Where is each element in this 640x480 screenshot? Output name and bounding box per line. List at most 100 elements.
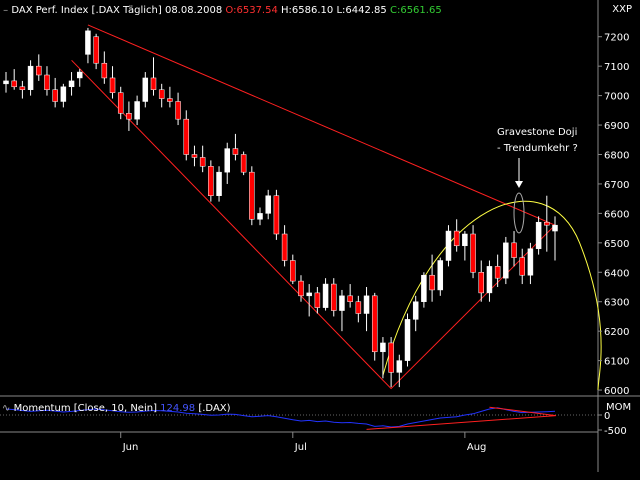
- candle-body: [347, 295, 353, 302]
- candle-body: [60, 86, 67, 102]
- price-scale-label: XXP: [612, 4, 632, 15]
- doji-highlight-ellipse: [513, 192, 525, 234]
- candle-body: [544, 221, 550, 226]
- header-open-label: O:: [225, 5, 237, 16]
- candle-body: [167, 98, 173, 102]
- candle-body: [486, 266, 493, 294]
- candle-body: [396, 360, 403, 373]
- mom-tick-label: -500: [604, 426, 627, 437]
- momentum-symbol: [.DAX): [198, 403, 231, 414]
- candles: [3, 27, 558, 388]
- time-x-axis: Jun Jul Aug: [120, 432, 486, 453]
- candle-body: [306, 292, 312, 297]
- momentum-red-wedge: [366, 406, 557, 430]
- y-tick-label: 7000: [604, 92, 629, 103]
- candle-body: [265, 195, 271, 214]
- candle-body: [281, 233, 288, 261]
- x-tick-label: Jun: [122, 442, 139, 453]
- header-symbol: DAX Perf. Index [.DAX: [11, 5, 120, 16]
- candle-body: [191, 154, 198, 158]
- candle-body: [445, 230, 452, 261]
- candle-body: [257, 213, 263, 220]
- candle-body: [117, 92, 124, 114]
- yellow-arc: [382, 200, 602, 391]
- candle-body: [339, 295, 345, 311]
- candle-body: [142, 77, 149, 102]
- candle-body: [429, 274, 435, 291]
- y-tick-label: 6900: [604, 121, 629, 132]
- candle-body: [478, 272, 485, 294]
- candle-body: [331, 283, 337, 311]
- candle-body: [150, 77, 157, 90]
- momentum-scale-label: MOM: [606, 402, 632, 413]
- momentum-label: Momentum [Close, 10, Nein]: [13, 403, 157, 414]
- candle-body: [437, 260, 444, 291]
- candle-body: [412, 301, 419, 320]
- candle-body: [52, 89, 58, 102]
- candle-body: [126, 113, 132, 120]
- candle-body: [462, 233, 468, 247]
- candle-body: [11, 80, 17, 88]
- candle-body: [199, 157, 206, 167]
- header-period: Täglich]: [123, 5, 162, 16]
- y-tick-label: 6000: [604, 386, 629, 397]
- candle-body: [208, 166, 214, 196]
- candle-body: [175, 101, 181, 120]
- candle-body: [527, 248, 534, 276]
- momentum-panel: 0 -500: [0, 406, 627, 437]
- candle-body: [224, 148, 230, 173]
- candle-body: [85, 30, 91, 55]
- annotation-arrowhead: [515, 181, 523, 188]
- header-date: 08.08.2008: [164, 5, 223, 16]
- red-trend-channel: [71, 24, 556, 390]
- candle-body: [314, 292, 321, 308]
- candle-body: [101, 62, 108, 79]
- candle-body: [503, 242, 509, 279]
- candle-body: [19, 86, 26, 90]
- momentum-icon: ∿: [2, 403, 11, 414]
- y-tick-label: 7100: [604, 62, 629, 73]
- candle-body: [44, 74, 50, 90]
- mom-tick-label: 0: [604, 411, 610, 422]
- candle-body: [249, 171, 255, 220]
- candle-body: [36, 65, 42, 76]
- y-tick-label: 6200: [604, 327, 629, 338]
- candle-body: [552, 224, 558, 232]
- momentum-line: [5, 407, 556, 428]
- y-tick-label: 6300: [604, 298, 629, 309]
- candle-body: [519, 257, 525, 276]
- candle-body: [470, 233, 476, 273]
- candle-body: [371, 295, 378, 353]
- y-tick-label: 6800: [604, 151, 629, 162]
- candle-body: [453, 230, 460, 247]
- candle-body: [93, 36, 99, 64]
- header-high-value: 6586.10: [291, 5, 334, 16]
- header-menu-icon[interactable]: –: [0, 5, 12, 16]
- momentum-header: ∿ Momentum [Close, 10, Nein] 124.98 [.DA…: [2, 402, 231, 416]
- candle-body: [421, 274, 427, 302]
- header-low-label: L:: [336, 5, 346, 16]
- y-tick-label: 6600: [604, 209, 629, 220]
- candle-body: [216, 171, 222, 196]
- candle-body: [3, 80, 9, 85]
- header-close-value: 6561.65: [400, 5, 442, 16]
- chart-header: – DAX Perf. Index [.DAX Täglich] 08.08.2…: [0, 0, 442, 22]
- x-tick-label: Jul: [294, 442, 307, 453]
- price-y-axis: 6000 6100 6200 6300 6400 6500 6600 6700 6800 6900…: [598, 33, 629, 397]
- candle-body: [494, 266, 501, 279]
- header-open-value: 6537.54: [236, 5, 278, 16]
- candle-body: [298, 280, 304, 297]
- candle-body: [511, 242, 517, 258]
- y-tick-label: 7200: [604, 33, 629, 44]
- candle-body: [158, 89, 165, 99]
- candle-body: [404, 319, 411, 361]
- candle-body: [183, 118, 190, 155]
- header-high-label: H:: [281, 5, 292, 16]
- candle-body: [109, 77, 116, 93]
- candle-body: [240, 154, 247, 173]
- y-tick-label: 6500: [604, 239, 629, 250]
- candle-body: [322, 283, 329, 308]
- candle-body: [380, 342, 386, 353]
